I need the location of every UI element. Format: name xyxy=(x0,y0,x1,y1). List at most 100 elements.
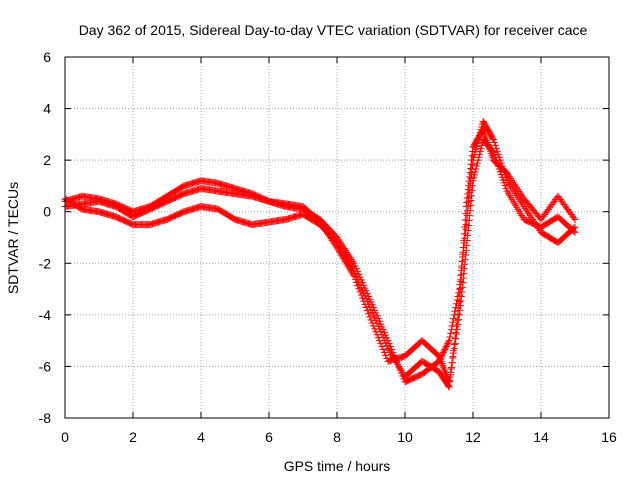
data-point xyxy=(570,214,578,222)
data-point xyxy=(452,303,460,311)
x-tick-label: 2 xyxy=(129,429,137,445)
data-point xyxy=(442,343,450,351)
data-point xyxy=(366,313,374,321)
x-tick-label: 8 xyxy=(333,429,341,445)
data-point xyxy=(461,223,469,231)
x-tick-label: 10 xyxy=(397,429,413,445)
data-point xyxy=(474,156,482,164)
data-point xyxy=(444,338,452,346)
data-point xyxy=(379,345,387,353)
x-tick-labels: 0 2 4 6 8 10 12 14 16 xyxy=(61,429,617,445)
data-point xyxy=(476,150,484,158)
data-point xyxy=(455,316,463,324)
x-tick-label: 4 xyxy=(197,429,205,445)
data-point xyxy=(363,307,371,315)
y-tick-labels: -8 -6 -4 -2 0 2 4 6 xyxy=(39,49,52,426)
data-point xyxy=(491,141,499,149)
data-point xyxy=(459,243,467,251)
series-2 xyxy=(61,136,579,386)
data-point xyxy=(456,291,464,299)
data-point xyxy=(368,319,376,327)
data-point xyxy=(440,347,448,355)
data-point xyxy=(570,227,578,235)
data-point xyxy=(439,350,447,358)
y-tick-label: -4 xyxy=(39,307,52,323)
data-points xyxy=(61,117,579,391)
grid-lines xyxy=(65,57,609,418)
x-tick-label: 16 xyxy=(601,429,617,445)
data-point xyxy=(365,310,373,318)
data-point xyxy=(444,340,452,348)
y-tick-label: -2 xyxy=(39,255,52,271)
series-3 xyxy=(61,125,579,391)
data-point xyxy=(455,304,463,312)
data-point xyxy=(449,318,457,326)
data-point xyxy=(458,264,466,272)
data-point xyxy=(470,171,478,179)
data-point xyxy=(462,209,470,217)
data-point xyxy=(451,307,459,315)
data-point xyxy=(453,325,461,333)
data-point xyxy=(460,230,468,238)
data-point xyxy=(470,174,478,182)
data-point xyxy=(449,353,457,361)
data-point xyxy=(450,341,458,349)
y-tick-label: 0 xyxy=(43,204,51,220)
data-point xyxy=(448,359,456,367)
data-point xyxy=(453,316,461,324)
data-point xyxy=(382,351,390,359)
data-point xyxy=(439,348,447,356)
chart-title: Day 362 of 2015, Sidereal Day-to-day VTE… xyxy=(79,22,588,38)
data-point xyxy=(454,310,462,318)
data-point xyxy=(447,329,455,337)
data-point xyxy=(489,134,497,142)
data-point xyxy=(378,343,386,351)
data-point xyxy=(475,153,483,161)
data-point xyxy=(473,159,481,167)
x-tick-label: 14 xyxy=(533,429,549,445)
x-tick-label: 0 xyxy=(61,429,69,445)
series-1 xyxy=(61,117,579,386)
data-point xyxy=(473,162,481,170)
data-point xyxy=(455,298,463,306)
data-point xyxy=(376,337,383,345)
data-point xyxy=(471,168,479,176)
data-point xyxy=(571,215,579,223)
data-point xyxy=(452,322,460,330)
x-axis-label: GPS time / hours xyxy=(284,458,391,474)
data-point xyxy=(445,337,453,345)
data-point xyxy=(447,365,455,373)
axis-ticks xyxy=(64,56,610,419)
data-point xyxy=(458,257,466,265)
data-point xyxy=(571,228,579,236)
data-point xyxy=(450,315,458,323)
data-point xyxy=(496,156,504,164)
data-point xyxy=(444,382,452,390)
data-point xyxy=(441,345,449,353)
data-point xyxy=(380,348,388,356)
data-point xyxy=(457,271,465,279)
data-point xyxy=(447,371,455,379)
data-point xyxy=(477,144,485,152)
y-tick-label: -8 xyxy=(39,410,52,426)
data-point xyxy=(450,347,458,355)
data-point xyxy=(452,330,460,338)
data-point xyxy=(377,340,385,348)
data-point xyxy=(445,383,453,391)
data-point xyxy=(459,250,467,258)
data-point xyxy=(446,333,454,341)
data-point xyxy=(442,344,450,352)
data-point xyxy=(461,216,469,224)
data-point xyxy=(451,334,459,342)
x-tick-label: 12 xyxy=(465,429,481,445)
data-point xyxy=(446,377,454,385)
data-point xyxy=(443,341,451,349)
y-tick-label: 2 xyxy=(43,152,51,168)
y-tick-label: 4 xyxy=(43,101,51,117)
data-point xyxy=(367,316,375,324)
data-point xyxy=(456,284,464,292)
data-point xyxy=(494,150,502,158)
data-point xyxy=(490,138,498,146)
y-tick-label: 6 xyxy=(43,49,51,65)
